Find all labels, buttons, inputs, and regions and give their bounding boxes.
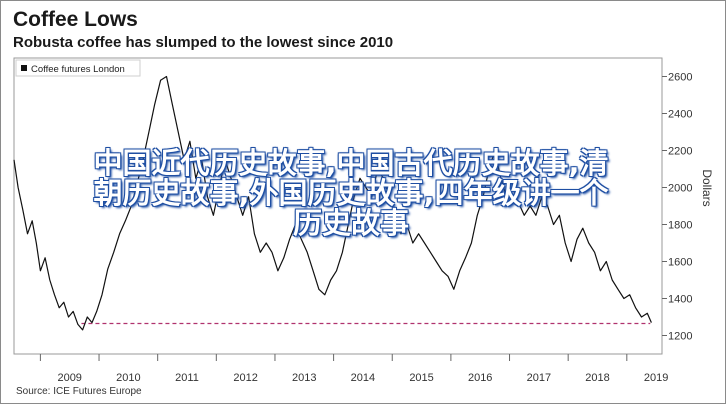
x-tick-label: 2018: [585, 372, 609, 384]
y-axis: 1200 1400 1600 1800 2000 2200 2400 2600: [662, 72, 692, 343]
y-tick-label: 1600: [668, 257, 692, 269]
x-tick-label: 2011: [175, 372, 199, 384]
series-line-coffee-futures: [13, 75, 652, 331]
y-tick-label: 2400: [668, 109, 692, 121]
chart-subtitle: Robusta coffee has slumped to the lowest…: [13, 34, 394, 51]
y-axis-label: Dollars: [700, 169, 714, 206]
x-tick-label: 2017: [527, 372, 551, 384]
legend: Coffee futures London: [15, 59, 141, 77]
y-tick-label: 1200: [668, 331, 692, 343]
legend-box: [15, 59, 141, 77]
x-tick-label: 2019: [644, 372, 668, 384]
x-tick-label: 2016: [468, 372, 492, 384]
legend-swatch: [21, 65, 27, 71]
x-tick-label: 2013: [292, 372, 316, 384]
y-tick-label: 1800: [668, 220, 692, 232]
x-tick-label: 2009: [57, 372, 81, 384]
legend-label: Coffee futures London: [31, 64, 125, 75]
y-tick-label: 2600: [668, 72, 692, 84]
y-tick-label: 2000: [668, 183, 692, 195]
x-axis: 2009 2010 2011 2012 2013 2014 2015 2016 2017 2018…: [39, 354, 668, 384]
x-tick-label: 2012: [233, 372, 257, 384]
chart-title: Coffee Lows: [13, 8, 138, 31]
y-tick-label: 1400: [668, 294, 692, 306]
x-tick-label: 2014: [351, 372, 375, 384]
series-lines: [13, 75, 652, 331]
plot-area: [13, 57, 663, 355]
x-tick-label: 2015: [409, 372, 433, 384]
y-tick-label: 2200: [668, 146, 692, 158]
x-tick-label: 2010: [116, 372, 140, 384]
source-note: Source: ICE Futures Europe: [16, 386, 142, 397]
